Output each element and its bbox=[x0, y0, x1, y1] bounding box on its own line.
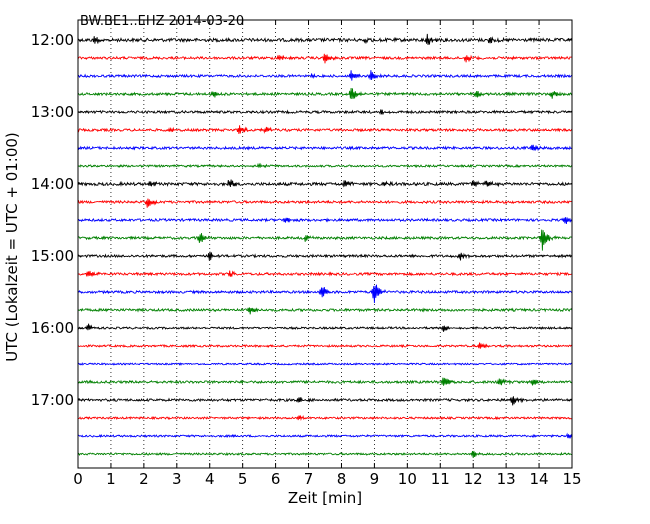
x-tick-label: 2 bbox=[139, 470, 149, 488]
trace-line bbox=[77, 377, 573, 386]
trace-line bbox=[77, 362, 573, 366]
trace-line bbox=[77, 432, 573, 440]
y-tick-label: 14:00 bbox=[31, 175, 74, 193]
x-tick-label: 15 bbox=[562, 470, 581, 488]
x-tick-label: 11 bbox=[431, 470, 450, 488]
trace-line bbox=[77, 229, 573, 251]
x-tick-label: 14 bbox=[530, 470, 549, 488]
x-tick-label: 9 bbox=[370, 470, 380, 488]
trace-line bbox=[77, 342, 573, 349]
x-tick-label: 1 bbox=[106, 470, 116, 488]
trace-line bbox=[77, 284, 573, 304]
x-tick-label: 10 bbox=[398, 470, 417, 488]
trace-line bbox=[77, 396, 573, 406]
y-tick-label: 17:00 bbox=[31, 391, 74, 409]
trace-line bbox=[77, 198, 573, 208]
trace-line bbox=[77, 307, 573, 315]
x-tick-label: 13 bbox=[497, 470, 516, 488]
y-axis-ticks: 12:00 13:00 14:00 15:00 16:00 17:00 bbox=[31, 31, 572, 409]
chart-title: BW.BE1..EHZ 2014-03-20 bbox=[80, 14, 244, 29]
trace-line bbox=[77, 33, 573, 45]
trace-line bbox=[77, 415, 573, 422]
trace-line bbox=[77, 217, 573, 224]
x-axis-label: Zeit [min] bbox=[288, 489, 362, 507]
trace-line bbox=[77, 109, 573, 115]
trace-line bbox=[77, 144, 573, 152]
x-tick-label: 6 bbox=[271, 470, 281, 488]
trace-line bbox=[77, 125, 573, 134]
y-tick-label: 16:00 bbox=[31, 319, 74, 337]
x-axis-ticks: 0 1 2 3 4 5 6 7 8 9 10 11 12 13 14 15 bbox=[73, 20, 582, 488]
x-tick-label: 8 bbox=[337, 470, 347, 488]
trace-line bbox=[77, 53, 572, 64]
trace-line bbox=[77, 179, 573, 188]
x-tick-label: 12 bbox=[464, 470, 483, 488]
trace-line bbox=[77, 450, 572, 458]
plot-frame bbox=[77, 19, 573, 469]
x-tick-label: 4 bbox=[205, 470, 215, 488]
trace-line bbox=[77, 323, 573, 332]
y-tick-label: 12:00 bbox=[31, 31, 74, 49]
vertical-grid bbox=[110, 20, 540, 468]
trace-line bbox=[77, 87, 573, 100]
seismic-traces bbox=[77, 33, 573, 458]
trace-line bbox=[77, 70, 573, 81]
trace-line bbox=[77, 162, 573, 169]
y-tick-label: 13:00 bbox=[31, 103, 74, 121]
y-tick-label: 15:00 bbox=[31, 247, 74, 265]
y-axis-label: UTC (Lokalzeit = UTC + 01:00) bbox=[3, 132, 21, 362]
trace-line bbox=[77, 270, 573, 278]
trace-line bbox=[77, 251, 573, 261]
x-tick-label: 7 bbox=[304, 470, 314, 488]
x-tick-label: 3 bbox=[172, 470, 182, 488]
x-tick-label: 5 bbox=[238, 470, 248, 488]
x-tick-label: 0 bbox=[73, 470, 83, 488]
